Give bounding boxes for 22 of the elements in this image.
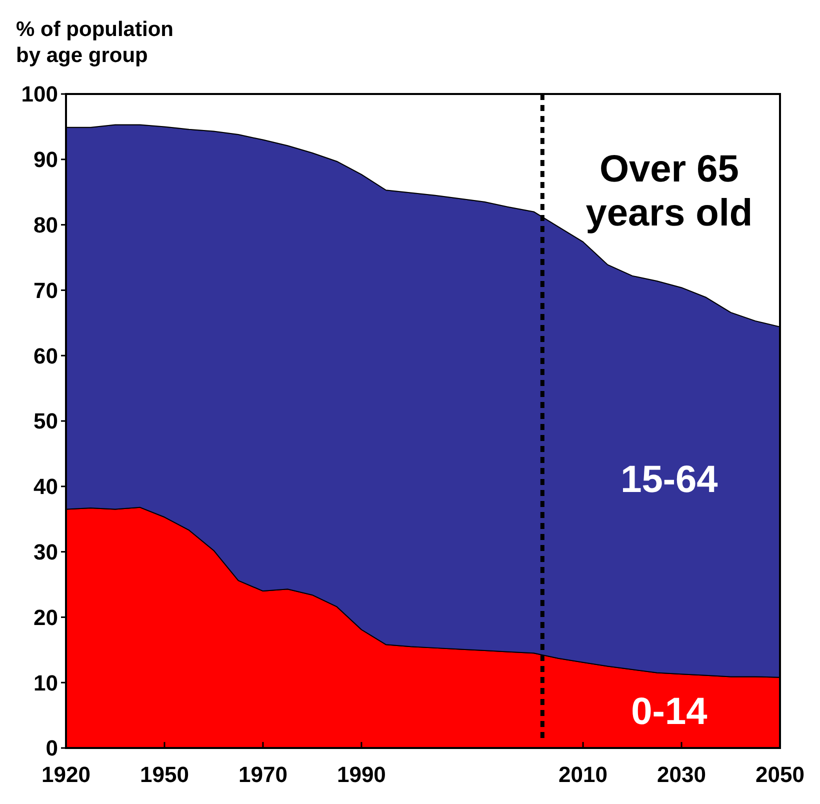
y-tick-label: 40 xyxy=(34,474,58,500)
series-label: 15-64 xyxy=(620,459,718,502)
y-tick-label: 50 xyxy=(34,408,58,434)
x-tick-label: 1920 xyxy=(42,762,90,787)
series-label: 0-14 xyxy=(631,691,708,734)
x-tick-label: 2010 xyxy=(558,762,608,787)
x-tick-label: 2030 xyxy=(657,762,706,787)
x-tick-label: 1990 xyxy=(336,762,386,787)
y-tick-label: 80 xyxy=(34,212,58,238)
y-tick-label: 100 xyxy=(21,82,58,107)
y-tick-label: 60 xyxy=(34,343,58,368)
x-tick-label: 1970 xyxy=(238,762,288,787)
x-tick-label: 2050 xyxy=(756,762,804,787)
y-tick-label: 90 xyxy=(34,147,58,172)
x-tick-label: 1950 xyxy=(140,762,189,787)
y-tick-label: 0 xyxy=(46,736,58,761)
y-tick-label: 10 xyxy=(34,670,58,696)
y-tick-label: 70 xyxy=(34,278,58,303)
series-label: Over 65 years old xyxy=(586,148,753,234)
y-tick-label: 30 xyxy=(34,540,58,564)
y-axis-title: % of population by age group xyxy=(16,18,174,67)
y-tick-label: 20 xyxy=(34,604,58,630)
